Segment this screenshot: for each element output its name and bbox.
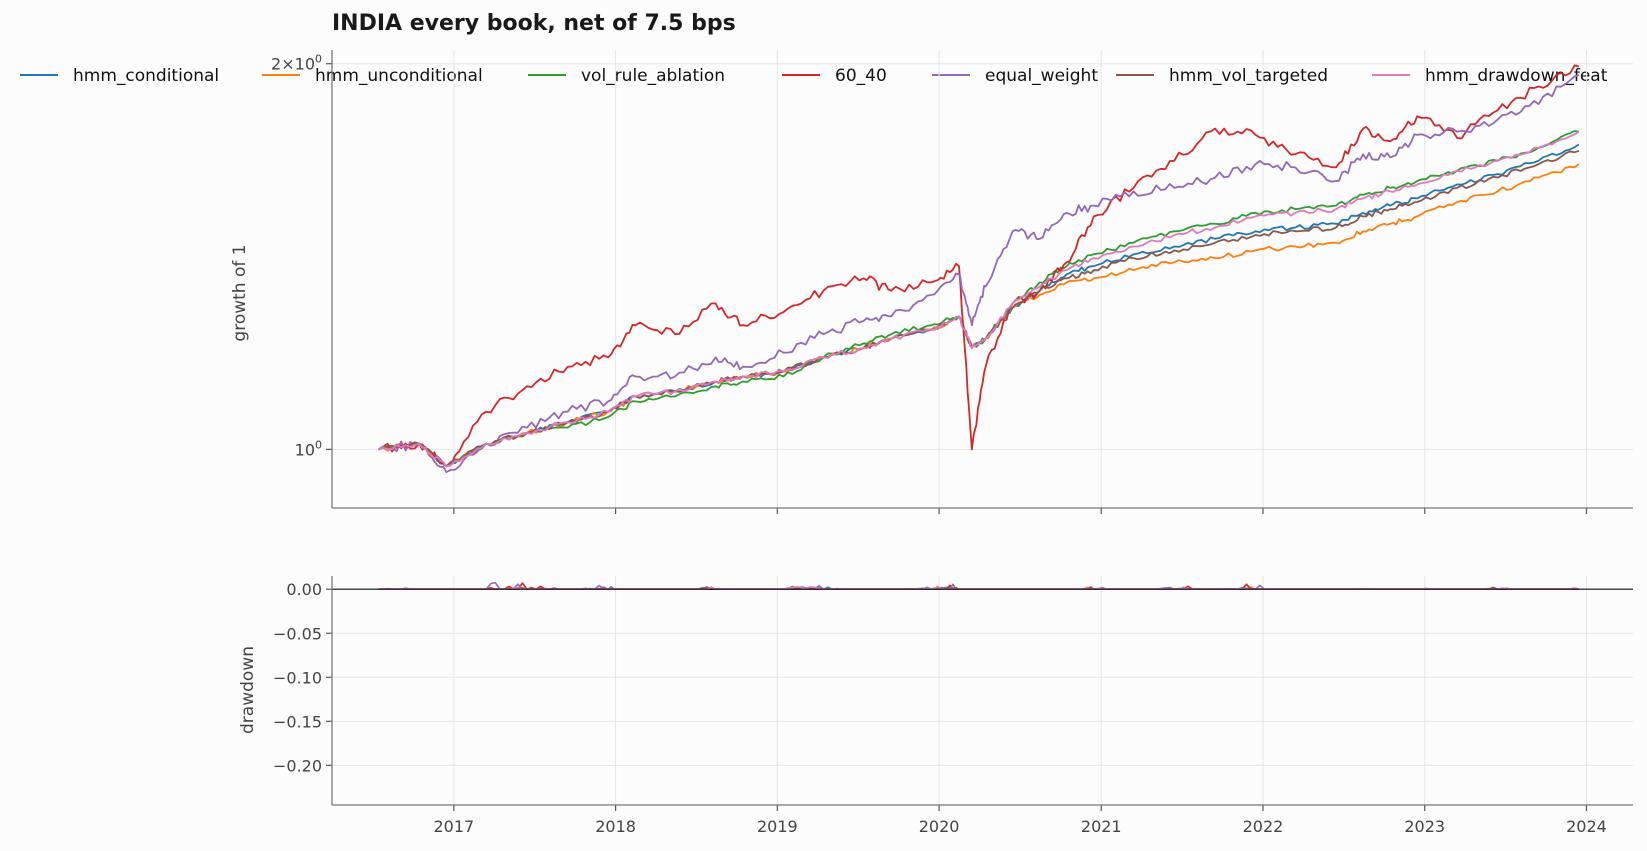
bottom-xtick-label: 2022 [1243,817,1284,836]
legend-entry-60_40: 60_40 [782,66,887,86]
legend-label: vol_rule_ablation [581,66,725,86]
legend-label: hmm_vol_targeted [1169,66,1328,86]
legend-entry-hmm_unconditional: hmm_unconditional [262,66,483,86]
bottom-xtick-label: 2021 [1081,817,1122,836]
legend-label: 60_40 [835,66,887,86]
bottom-xtick-label: 2023 [1404,817,1445,836]
top-ylabel: growth of 1 [230,244,250,341]
top-gridlines [332,50,1633,508]
top-ytick-label: 2×100 [271,53,322,74]
legend: hmm_conditional hmm_unconditional vol_rule… [20,66,1608,86]
top-ytick-label: 100 [295,438,322,459]
bottom-xtick-label: 2018 [595,817,636,836]
chart-title: INDIA every book, net of 7.5 bps [332,11,736,36]
bottom-ytick-label: −0.20 [273,756,322,775]
legend-label: hmm_drawdown_feat [1425,66,1608,86]
legend-entry-hmm_vol_targeted: hmm_vol_targeted [1116,66,1328,86]
legend-entry-vol_rule_ablation: vol_rule_ablation [528,66,725,86]
top-series-lines [378,64,1580,473]
legend-entry-hmm_drawdown_feat: hmm_drawdown_feat [1372,66,1608,86]
top-series-60_40 [378,64,1580,468]
legend-label: hmm_conditional [73,66,219,86]
legend-entry-hmm_conditional: hmm_conditional [20,66,219,86]
bottom-xtick-label: 2019 [757,817,798,836]
legend-entry-equal_weight: equal_weight [932,66,1098,86]
legend-label: equal_weight [985,66,1098,86]
bottom-xtick-label: 2024 [1566,817,1607,836]
bottom-ytick-label: 0.00 [286,580,322,599]
top-series-equal_weight [378,74,1580,473]
bottom-ytick-label: −0.10 [273,668,322,687]
top-axes: 100 2×100 [271,50,1633,514]
bottom-xtick-label: 2017 [433,817,474,836]
legend-label: hmm_unconditional [315,66,483,86]
top-series-hmm_drawdown_feat [378,130,1580,468]
bottom-ytick-label: −0.05 [273,624,322,643]
bottom-ylabel: drawdown [238,646,258,734]
bottom-xtick-label: 2020 [919,817,960,836]
bottom-axes: 2017 2018 2019 2020 2021 2022 2023 2024 0.00 −0.0… [273,576,1633,836]
bottom-ytick-label: −0.15 [273,712,322,731]
